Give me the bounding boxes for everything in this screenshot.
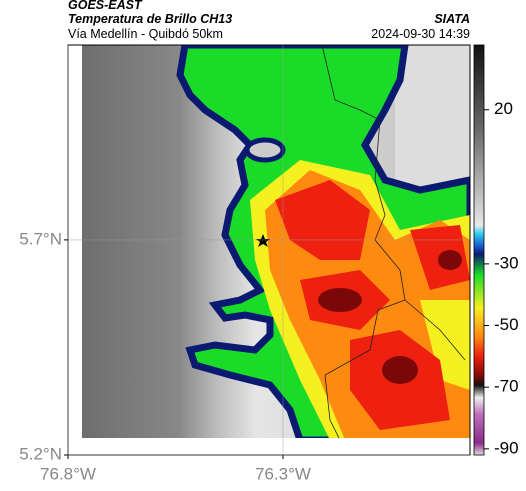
colorbar-tick-label: -70 (494, 377, 519, 396)
y-tick-label: 5.7°N (19, 229, 62, 248)
x-tick-label: 76.8°W (40, 464, 96, 483)
colorbar (473, 44, 485, 456)
colorbar-tick-label: -50 (494, 315, 519, 334)
colorbar-tick-label: -90 (494, 438, 519, 457)
subtitle: Temperatura de Brillo CH13 (68, 12, 232, 26)
title: GOES-EAST (68, 0, 143, 12)
region: Vía Medellín - Quibdó 50km (68, 27, 223, 41)
x-tick-label: 76.3°W (255, 464, 311, 483)
colorbar-tick-label: 20 (494, 99, 513, 118)
colorbar-tick-label: -30 (494, 253, 519, 272)
source: SIATA (434, 12, 470, 26)
y-tick-label: 5.2°N (19, 444, 62, 463)
satellite-image (82, 45, 470, 438)
timestamp: 2024-09-30 14:39 (371, 27, 470, 41)
